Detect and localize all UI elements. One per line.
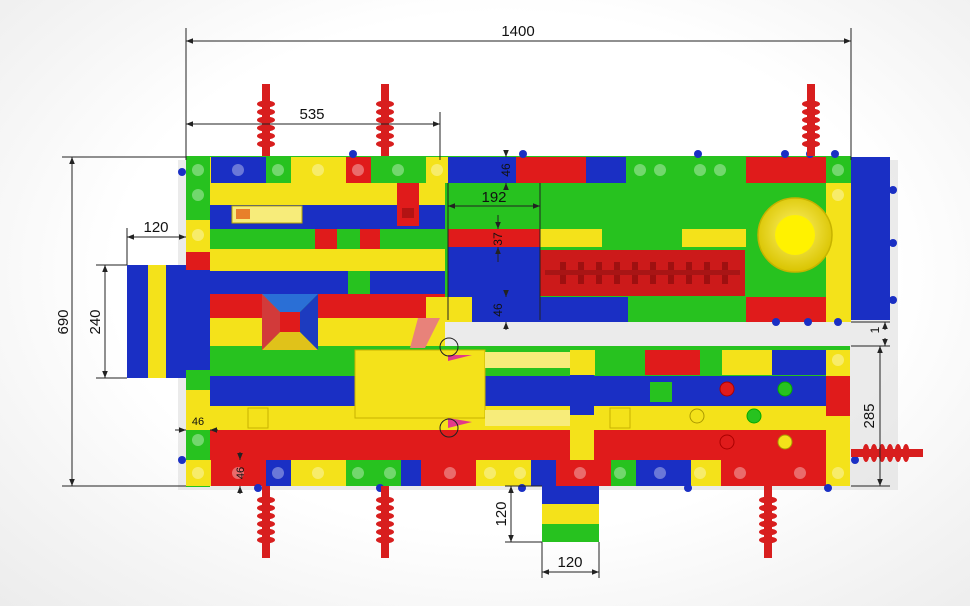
pyramid-obstacle xyxy=(262,294,318,350)
lower-right-tiles xyxy=(247,350,826,460)
red-pillar xyxy=(397,183,419,226)
dim-wall-top: 46 xyxy=(499,163,513,177)
dim-wall-mid-b: 46 xyxy=(491,303,505,317)
slide-block-end xyxy=(236,209,250,219)
dim-overall-width: 690 xyxy=(55,309,72,334)
slide-chute-bottom xyxy=(485,410,570,426)
left-outer-wall xyxy=(186,157,210,487)
dim-wall-left: 46 xyxy=(192,416,204,428)
dim-side-extension-width: 120 xyxy=(143,219,168,236)
blower-top-2 xyxy=(376,84,394,156)
dim-front-extension-width: 120 xyxy=(557,554,582,571)
dim-front-extension-length: 120 xyxy=(493,501,510,526)
dim-overall-length: 1400 xyxy=(501,23,534,40)
slide-chute-top xyxy=(485,352,570,368)
climbing-ladder xyxy=(545,262,740,284)
blower-bottom-2 xyxy=(376,486,394,558)
right-end-block xyxy=(851,157,890,320)
left-entrance-step xyxy=(127,265,186,378)
dim-wall-bottom: 46 xyxy=(235,467,247,479)
blower-right xyxy=(851,444,923,462)
blower-tubes xyxy=(257,84,923,558)
pink-cone-1 xyxy=(448,355,472,361)
red-pillar-cap xyxy=(402,208,414,218)
blower-top-1 xyxy=(257,84,275,156)
bottom-outer-wall xyxy=(186,460,850,486)
green-square xyxy=(348,271,370,294)
dim-side-extension-length: 240 xyxy=(87,309,104,334)
pop-up-obstacles xyxy=(689,381,793,450)
wall-studs xyxy=(192,164,844,479)
dimension-lines xyxy=(62,28,890,578)
slide-platform xyxy=(354,349,486,419)
blower-top-3 xyxy=(802,84,820,156)
connector-ramp xyxy=(410,318,440,348)
blower-bottom-1 xyxy=(257,486,275,558)
green-block xyxy=(337,229,360,249)
blower-bottom-3 xyxy=(759,486,777,558)
dim-gap: 1 xyxy=(868,326,882,333)
dim-lower-section-width: 285 xyxy=(861,403,878,428)
dim-wall-mid-a: 37 xyxy=(491,232,505,246)
dim-section-length: 535 xyxy=(299,106,324,123)
dome-top xyxy=(775,215,815,255)
top-outer-wall xyxy=(186,157,851,183)
bottom-entrance-step xyxy=(542,486,599,542)
anchor-points xyxy=(178,150,897,492)
dim-chute-width: 192 xyxy=(481,189,506,206)
